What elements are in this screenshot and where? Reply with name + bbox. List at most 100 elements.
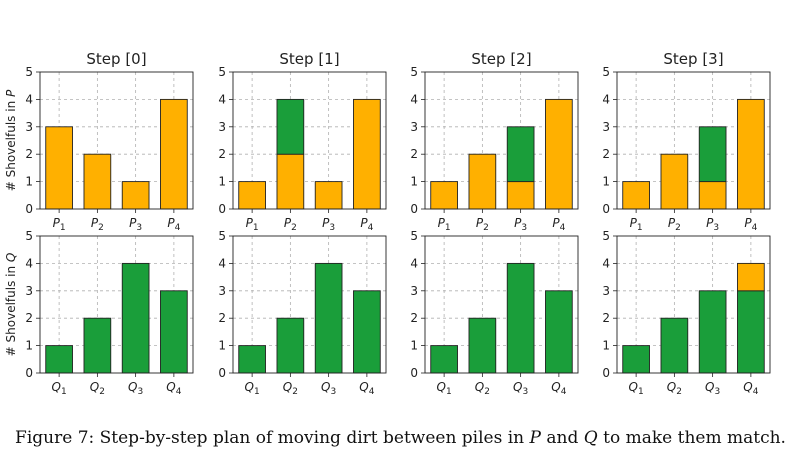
x-tick-label: P2 [91,216,104,233]
y-tick-label: 0 [218,366,226,380]
bar-q4 [353,290,381,374]
x-tick-label: P3 [514,216,527,233]
y-tick-label: 4 [218,92,226,106]
caption-var-q: Q [583,428,598,448]
subplot-q-2: Q1 Q2 Q3 Q4 0 1 2 3 4 5 [410,229,579,397]
bar-stack-p3 [506,126,535,183]
axes-frame [232,71,387,210]
y-tick-label: 3 [410,284,418,298]
subplot-p-0: P1 P2 P3 P4 0 1 2 3 4 5 Step [0] # Shovelfuls in P [4,50,194,233]
y-tick-label: 0 [25,366,33,380]
y-tick-label: 0 [218,202,226,216]
subplot-q-1: Q1 Q2 Q3 Q4 0 1 2 3 4 5 [218,229,387,397]
subplot-title: Step [3] [663,50,723,68]
x-tick-label: P1 [438,216,451,233]
x-tick-label: Q2 [283,380,298,397]
y-tick-label: 2 [218,147,226,161]
y-tick-label: 1 [410,175,418,189]
figure-caption: Figure 7: Step-by-step plan of moving di… [0,428,801,448]
y-tick-label: 2 [25,147,33,161]
y-tick-label: 3 [218,120,226,134]
bar-q2 [276,317,305,374]
y-tick-label: 5 [602,229,610,243]
y-tick-label: 0 [602,366,610,380]
x-tick-label: Q1 [245,380,260,397]
y-tick-label: 5 [410,65,418,79]
x-tick-label: Q1 [437,380,452,397]
bar-p1 [622,181,650,210]
y-tick-label: 5 [410,229,418,243]
x-tick-label: P3 [322,216,335,233]
x-tick-label: Q3 [513,380,528,397]
axes-frame [616,235,771,374]
y-tick-label: 4 [218,256,226,270]
axes-frame [39,71,194,210]
bar-q2 [468,317,497,374]
x-tick-label: Q1 [52,380,67,397]
bar-p1 [430,181,458,210]
bar-q1 [430,345,458,374]
bar-q2 [660,317,689,374]
y-tick-label: 4 [25,256,33,270]
subplot-p-1: P1 P2 P3 P4 0 1 2 3 4 5 Step [1] [218,50,387,233]
y-tick-label: 0 [410,366,418,380]
y-tick-label: 1 [25,339,33,353]
x-tick-label: P3 [129,216,142,233]
y-tick-label: 5 [602,65,610,79]
y-tick-label: 5 [218,65,226,79]
x-tick-label: P1 [630,216,643,233]
y-tick-label: 1 [218,339,226,353]
caption-var-p: P [529,428,541,448]
bar-q3 [698,290,727,374]
bar-p3 [506,181,535,210]
bar-p4 [353,98,381,210]
axes-frame [424,235,579,374]
bar-q4 [160,290,188,374]
bar-stack-p3 [698,126,727,183]
y-tick-label: 4 [602,256,610,270]
caption-middle: and [546,428,579,448]
axes-frame [39,235,194,374]
x-tick-label: P4 [360,216,373,233]
subplot-title: Step [2] [471,50,531,68]
bar-q3 [121,262,150,374]
bar-p2 [468,153,497,210]
bar-p3 [314,181,343,210]
bar-p2 [660,153,689,210]
x-tick-label: Q2 [475,380,490,397]
y-tick-label: 3 [25,284,33,298]
y-tick-label: 3 [410,120,418,134]
y-tick-label: 5 [218,229,226,243]
x-tick-label: Q3 [128,380,143,397]
subplot-title: Step [1] [279,50,339,68]
x-tick-label: Q1 [629,380,644,397]
y-tick-label: 1 [410,339,418,353]
y-tick-label: 5 [25,65,33,79]
y-tick-label: 1 [602,175,610,189]
x-tick-label: Q4 [743,380,758,397]
y-axis-label: # Shovelfuls in Q [4,253,18,357]
y-tick-label: 0 [602,202,610,216]
x-tick-label: Q4 [551,380,566,397]
bar-p1 [238,181,266,210]
x-tick-label: P1 [246,216,259,233]
y-tick-label: 0 [25,202,33,216]
x-tick-label: Q3 [705,380,720,397]
x-tick-label: Q2 [667,380,682,397]
axes-frame [424,71,579,210]
bar-p4 [160,98,188,210]
y-tick-label: 1 [602,339,610,353]
bar-p4 [545,98,573,210]
caption-suffix: to make them match. [603,428,786,448]
x-tick-label: P4 [167,216,180,233]
bar-q4 [737,290,765,374]
bar-p1 [45,126,73,210]
bar-q3 [314,262,343,374]
y-axis-label: # Shovelfuls in P [4,89,18,191]
y-tick-label: 4 [410,92,418,106]
y-tick-label: 3 [602,120,610,134]
axes-frame [232,235,387,374]
bar-q4 [545,290,573,374]
y-tick-label: 3 [602,284,610,298]
y-tick-label: 2 [602,147,610,161]
